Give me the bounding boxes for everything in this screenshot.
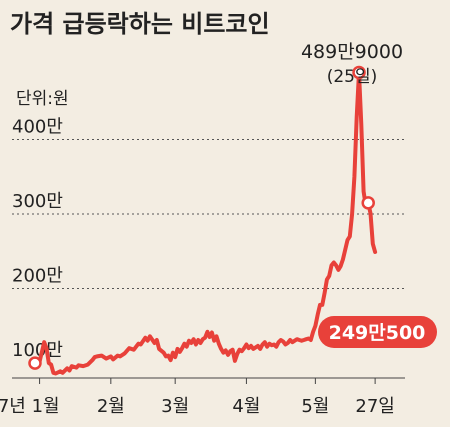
peak-date-label: (25일): [327, 67, 378, 87]
peak-point-marker: [352, 65, 366, 80]
drop-point-marker: [361, 196, 375, 210]
y-tick-label: 100만: [12, 340, 63, 361]
unit-label: 단위:원: [16, 89, 69, 109]
x-tick-label: 2월: [97, 396, 125, 417]
last-value-label: 249만500: [329, 322, 426, 344]
last-value-badge: [318, 316, 437, 348]
grid-lines: [12, 138, 405, 290]
y-tick-label: 300만: [12, 191, 63, 212]
annotations: 489만9000 (25일) 249만500: [301, 41, 437, 348]
x-tick-label: 27일: [355, 396, 394, 417]
chart-title: 가격 급등락하는 비트코인: [10, 10, 270, 38]
series-line: [33, 70, 378, 376]
x-tick-label: 2017년 1월: [0, 396, 60, 417]
y-tick-label: 200만: [12, 266, 63, 287]
y-axis-ticks: 100만 200만 300만 400만: [12, 116, 63, 361]
series-group: [28, 65, 378, 376]
x-tick-label: 4월: [232, 396, 260, 417]
x-axis: 2017년 1월 2월 3월 4월 5월 27일: [0, 377, 405, 417]
x-tick-label: 3월: [161, 396, 189, 417]
x-tick-label: 5월: [301, 396, 329, 417]
y-tick-label: 400만: [12, 116, 63, 137]
peak-value-label: 489만9000: [301, 41, 403, 63]
start-point-marker: [28, 356, 42, 370]
